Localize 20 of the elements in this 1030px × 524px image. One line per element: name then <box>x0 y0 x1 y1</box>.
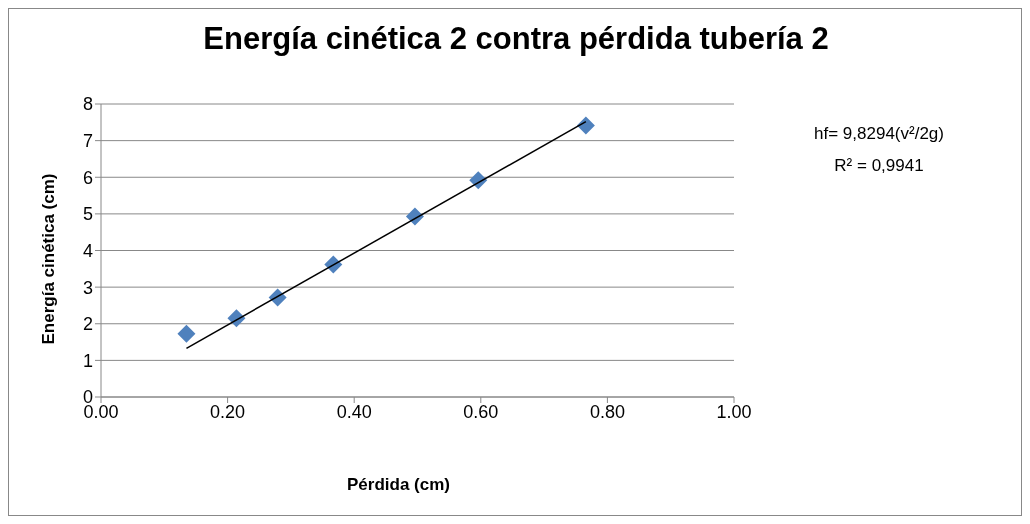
text: R² = 0,9941 <box>833 156 925 176</box>
y-tick-label: 1 <box>82 350 93 371</box>
y-axis-title: Energía cinética (cm) <box>39 173 59 345</box>
x-axis-title: Pérdida (cm) <box>346 475 451 495</box>
chart-title: Energía cinética 2 contra pérdida tubería 2 <box>202 21 830 57</box>
point <box>576 116 595 135</box>
x-tick-label: 0.60 <box>463 401 499 422</box>
y-tick-label: 5 <box>82 204 93 225</box>
x-tick-label: 0.40 <box>336 401 372 422</box>
x-tick-label: 1.00 <box>716 401 752 422</box>
y-tick-label: 8 <box>82 94 93 115</box>
y-tick-label: 3 <box>82 277 93 298</box>
y-tick-label: 6 <box>82 167 93 188</box>
x-tick-label: 0.20 <box>210 401 246 422</box>
y-tick-label: 7 <box>82 131 93 152</box>
y-tick-label: 4 <box>82 240 93 261</box>
point <box>177 324 196 343</box>
y-tick-label: 2 <box>82 314 93 335</box>
x-tick-label: 0.80 <box>589 401 625 422</box>
text: hf= 9,8294(v²/2g) <box>813 124 945 144</box>
